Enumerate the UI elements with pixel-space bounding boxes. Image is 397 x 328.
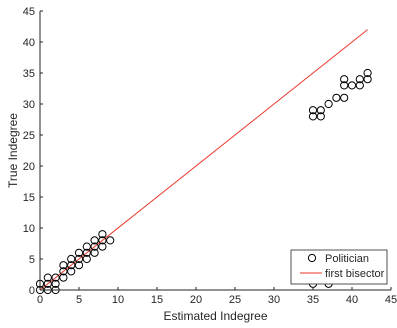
data-point bbox=[308, 112, 318, 121]
data-point bbox=[74, 248, 84, 257]
data-point bbox=[59, 273, 68, 282]
data-point bbox=[316, 106, 325, 115]
x-axis-title: Estimated Indegree bbox=[163, 309, 267, 323]
data-point bbox=[98, 242, 107, 251]
bisector-line bbox=[39, 29, 368, 291]
data-point bbox=[355, 81, 364, 90]
y-tick-label: 45 bbox=[23, 6, 35, 18]
data-point bbox=[51, 279, 60, 288]
x-tick-label: 45 bbox=[385, 294, 397, 306]
data-point bbox=[316, 112, 325, 121]
data-point bbox=[363, 75, 372, 84]
data-point bbox=[74, 254, 84, 264]
data-point bbox=[82, 242, 91, 251]
legend-label-bisector: first bisector bbox=[325, 268, 385, 280]
data-point bbox=[59, 261, 68, 270]
y-tick-label: 25 bbox=[23, 130, 35, 142]
data-point bbox=[74, 261, 84, 270]
x-tick-label: 40 bbox=[346, 294, 358, 306]
data-point bbox=[82, 254, 91, 264]
data-point bbox=[363, 68, 372, 78]
data-point bbox=[340, 93, 349, 102]
data-point bbox=[340, 81, 349, 90]
data-point bbox=[67, 254, 76, 264]
data-point bbox=[90, 248, 99, 257]
legend: Politician first bisector bbox=[290, 249, 388, 285]
data-point bbox=[51, 273, 60, 282]
x-tick-label: 10 bbox=[112, 294, 124, 306]
data-point bbox=[308, 106, 318, 115]
y-tick-label: 5 bbox=[29, 254, 35, 266]
y-tick-label: 15 bbox=[23, 192, 35, 204]
x-tick-label: 30 bbox=[268, 294, 280, 306]
y-tick-label: 40 bbox=[23, 37, 35, 49]
y-ticks: 0 5 10 15 20 25 30 35 40 45 bbox=[23, 6, 43, 297]
data-point bbox=[82, 248, 91, 257]
data-point bbox=[347, 81, 357, 90]
x-tick-label: 0 bbox=[37, 294, 43, 306]
y-axis-title: True Indegree bbox=[6, 113, 20, 188]
data-point bbox=[90, 242, 99, 251]
y-tick-label: 30 bbox=[23, 99, 35, 111]
legend-box bbox=[290, 249, 388, 285]
y-tick-label: 0 bbox=[29, 285, 35, 297]
data-point bbox=[67, 261, 76, 270]
data-point bbox=[90, 236, 99, 245]
data-point bbox=[59, 267, 68, 276]
data-point bbox=[324, 99, 333, 109]
x-tick-label: 35 bbox=[307, 294, 319, 306]
data-point bbox=[340, 75, 349, 84]
legend-label-politician: Politician bbox=[325, 253, 369, 265]
x-tick-label: 25 bbox=[229, 294, 241, 306]
data-point bbox=[355, 75, 364, 84]
y-tick-label: 35 bbox=[23, 68, 35, 80]
data-point bbox=[67, 267, 76, 276]
data-point bbox=[43, 273, 52, 282]
axes-layer bbox=[39, 11, 391, 291]
data-point bbox=[43, 279, 52, 288]
data-point bbox=[106, 236, 115, 245]
data-point bbox=[98, 236, 107, 245]
x-tick-label: 20 bbox=[190, 294, 202, 306]
plot-area: 0 5 10 15 20 25 30 35 40 45 0 5 10 15 20 25 30 35 40 45 bbox=[23, 6, 397, 306]
x-tick-label: 5 bbox=[76, 294, 82, 306]
y-tick-label: 10 bbox=[23, 223, 35, 235]
x-ticks: 0 5 10 15 20 25 30 35 40 45 bbox=[37, 287, 397, 306]
legend-marker-politician bbox=[307, 253, 317, 263]
data-point bbox=[98, 230, 107, 239]
y-tick-label: 20 bbox=[23, 161, 35, 173]
data-point bbox=[332, 93, 341, 102]
x-tick-label: 15 bbox=[151, 294, 163, 306]
